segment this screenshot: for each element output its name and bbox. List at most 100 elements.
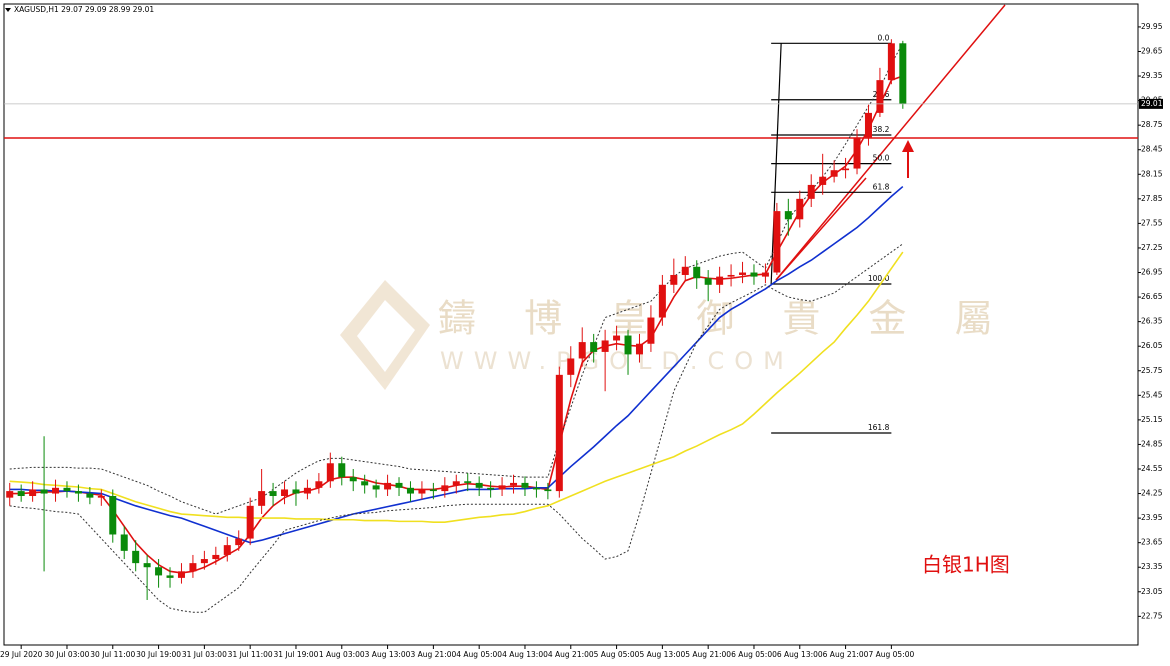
candle-body [521, 482, 529, 488]
x-tick-label: 4 Aug 21:00 [548, 650, 594, 659]
watermark: 鑄 博 皇 御 貴 金 屬 [438, 297, 1010, 341]
candle-body [86, 493, 94, 498]
x-tick-label: 7 Aug 05:00 [868, 650, 914, 659]
y-tick-label: 28.75 [1141, 120, 1163, 129]
candle-body [40, 489, 48, 494]
candle-body [876, 80, 884, 113]
y-tick-label: 25.45 [1141, 390, 1163, 399]
candle-body [143, 563, 151, 568]
candle-body [670, 274, 678, 285]
y-tick-label: 29.35 [1141, 71, 1163, 80]
y-tick-label: 23.65 [1141, 538, 1163, 547]
candle-body [739, 272, 747, 275]
last-price-label: 29.01 [1141, 99, 1163, 108]
y-tick-label: 24.55 [1141, 464, 1163, 473]
candle-body [796, 198, 804, 220]
x-tick-label: 5 Aug 05:00 [594, 650, 640, 659]
trend-line [775, 4, 1006, 281]
x-tick-label: 30 Jul 03:00 [44, 650, 89, 659]
x-tick-label: 30 Jul 11:00 [90, 650, 135, 659]
x-tick-label: 31 Jul 19:00 [273, 650, 318, 659]
candle-body [429, 489, 437, 492]
candle-body [166, 575, 174, 578]
candle-body [189, 563, 197, 572]
annotation: 白银1H图 [922, 553, 1010, 577]
candle-body [6, 491, 14, 498]
watermark-logo [340, 280, 430, 390]
candle-body [819, 176, 827, 185]
arrow-head [902, 140, 914, 152]
candle-body [269, 491, 277, 497]
moving-average [9, 251, 904, 523]
candle-body [864, 112, 872, 138]
x-tick-label: 6 Aug 13:00 [777, 650, 823, 659]
x-tick-label: 29 Jul 2020 [0, 650, 43, 659]
candle-body [681, 266, 689, 275]
y-tick-label: 23.95 [1141, 513, 1163, 522]
candle-body [590, 342, 598, 352]
candle-body [716, 276, 724, 285]
y-tick-label: 25.75 [1141, 366, 1163, 375]
x-tick-label: 4 Aug 05:00 [456, 650, 502, 659]
candle-body [212, 554, 220, 560]
header-arrow [5, 8, 11, 12]
candle-body [613, 335, 621, 341]
chart-header: XAGUSD,H1 29.07 29.09 28.99 29.01 [14, 5, 154, 14]
candle-body [853, 137, 861, 169]
candle-body [361, 481, 369, 486]
candle-body [635, 343, 643, 355]
candle-body [475, 482, 483, 488]
y-tick-label: 24.25 [1141, 489, 1163, 498]
y-tick-label: 29.95 [1141, 22, 1163, 31]
candle-body [200, 559, 208, 564]
candle-body [544, 489, 552, 492]
candle-body [830, 170, 838, 177]
y-tick-label: 24.85 [1141, 439, 1163, 448]
candle-body [842, 168, 850, 171]
candle-body [223, 545, 231, 555]
candle-body [567, 358, 575, 375]
candle-body [773, 211, 781, 273]
candle-body [155, 567, 163, 576]
candle-body [498, 485, 506, 490]
y-tick-label: 26.95 [1141, 268, 1163, 277]
last-price-tag [1139, 98, 1163, 109]
x-tick-label: 6 Aug 21:00 [823, 650, 869, 659]
candle-body [349, 477, 357, 482]
candle-body [326, 463, 334, 482]
candle-body [372, 485, 380, 490]
y-tick-label: 27.55 [1141, 218, 1163, 227]
candle-body [761, 272, 769, 277]
candle-body [281, 489, 289, 497]
candle-body [177, 571, 185, 578]
y-tick-label: 26.65 [1141, 292, 1163, 301]
candle-body [246, 505, 254, 539]
candle-body [292, 489, 300, 494]
candle-body [52, 487, 60, 494]
candle-body [235, 538, 243, 546]
candle-body [601, 340, 609, 352]
x-tick-label: 1 Aug 03:00 [319, 650, 365, 659]
candle-body [693, 266, 701, 279]
candle-body [97, 496, 105, 498]
candle-body [532, 487, 540, 490]
y-tick-label: 26.05 [1141, 341, 1163, 350]
x-tick-label: 5 Aug 21:00 [685, 650, 731, 659]
x-tick-label: 31 Jul 03:00 [182, 650, 227, 659]
y-tick-label: 27.25 [1141, 243, 1163, 252]
candle-body [132, 550, 140, 564]
candle-body [784, 211, 792, 220]
candle-body [303, 487, 311, 494]
bollinger-band [9, 243, 904, 613]
y-tick-label: 25.15 [1141, 415, 1163, 424]
x-tick-label: 5 Aug 13:00 [639, 650, 685, 659]
y-tick-label: 27.85 [1141, 194, 1163, 203]
candle-body [487, 487, 495, 490]
candle-body [658, 284, 666, 318]
bollinger-band [9, 43, 904, 515]
candle-body [887, 43, 895, 81]
x-tick-label: 3 Aug 13:00 [365, 650, 411, 659]
candle-body [63, 487, 71, 492]
candle-body [17, 491, 25, 497]
